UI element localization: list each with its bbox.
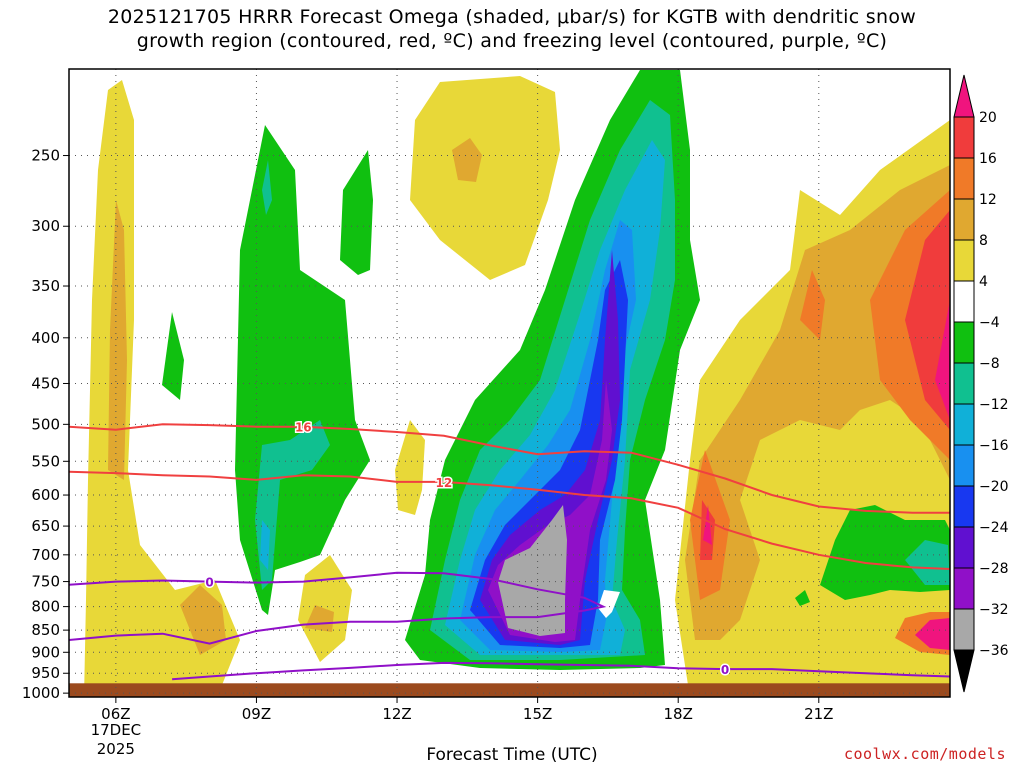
contour--16C — [69, 423, 950, 514]
colorbar-label-0: 20 — [979, 110, 997, 126]
colorbar: 20 16 12 8 4 −4 −8 −12 −16 −20 −24 −28 −32 −36 — [953, 74, 1009, 693]
y-tick-label-700: 700 — [31, 546, 60, 564]
colorbar-label-1: 16 — [979, 151, 997, 167]
omega-band-pos-4-upper — [410, 76, 560, 280]
credit-text: coolwx.com/models — [843, 745, 1006, 763]
x-tick-label-06Z: 06Z — [101, 705, 130, 723]
omega-band-neg-36-core — [498, 505, 567, 636]
colorbar-box-11 — [953, 567, 975, 610]
omega-band-neg-12-center — [255, 160, 330, 590]
chart-title-line2: growth region (contoured, red, ºC) and f… — [136, 30, 888, 52]
colorbar-box-2 — [953, 198, 975, 241]
x-axis: 06Z 09Z 12Z 15Z 18Z 21Z — [101, 697, 833, 723]
y-tick-label-750: 750 — [31, 573, 60, 591]
omega-band-pos-8-lowleft — [180, 585, 226, 655]
colorbar-box-9 — [953, 485, 975, 528]
omega-band-null-pocket — [598, 590, 620, 618]
colorbar-box-12 — [953, 608, 975, 651]
colorbar-label-13: −36 — [979, 643, 1009, 659]
y-tick-label-400: 400 — [31, 329, 60, 347]
contour-label--16C: 16 — [295, 421, 312, 435]
omega-band-neg-8-right — [820, 505, 950, 600]
contour-label--12C: 12 — [436, 476, 453, 490]
omega-band-pos-16-right — [700, 210, 950, 560]
colorbar-label-7: −12 — [979, 397, 1009, 413]
chart-title-line1: 2025121705 HRRR Forecast Omega (shaded, … — [107, 6, 917, 28]
contour-label-0C-a: 0 — [205, 576, 213, 590]
x-tick-label-15Z: 15Z — [523, 705, 552, 723]
omega-band-pos-4-low — [298, 555, 352, 662]
colorbar-label-11: −28 — [979, 561, 1009, 577]
colorbar-box-7 — [953, 403, 975, 446]
colorbar-box-5 — [953, 321, 975, 364]
colorbar-label-2: 12 — [979, 192, 997, 208]
omega-band-pos-8-low — [305, 605, 334, 632]
x-tick-label-18Z: 18Z — [664, 705, 693, 723]
omega-band-pos-20-lowright — [915, 618, 950, 650]
y-tick-label-800: 800 — [31, 598, 60, 616]
colorbar-label-12: −32 — [979, 602, 1009, 618]
y-tick-label-350: 350 — [31, 277, 60, 295]
y-tick-label-850: 850 — [31, 621, 60, 639]
colorbar-label-9: −20 — [979, 479, 1009, 495]
omega-band-pos-12-right — [690, 190, 950, 600]
ground-surface — [69, 683, 950, 697]
omega-band-neg-8-left — [162, 312, 184, 400]
colorbar-label-3: 8 — [979, 233, 988, 249]
y-tick-label-500: 500 — [31, 415, 60, 433]
colorbar-box-1 — [953, 157, 975, 200]
y-tick-label-600: 600 — [31, 486, 60, 504]
y-tick-label-950: 950 — [31, 664, 60, 682]
y-tick-label-450: 450 — [31, 374, 60, 392]
contour-label-0C-b: 0 — [721, 663, 729, 677]
contour-0C-a — [69, 571, 607, 645]
omega-band-pos-8-left — [108, 200, 127, 480]
x-tick-label-21Z: 21Z — [804, 705, 833, 723]
colorbar-label-5: −4 — [979, 315, 1000, 331]
omega-shading — [84, 70, 950, 697]
contour-0C-b — [172, 661, 950, 681]
colorbar-box-8 — [953, 444, 975, 487]
colorbar-box-6 — [953, 362, 975, 405]
x-tick-label-12Z: 12Z — [382, 705, 411, 723]
y-axis: 250 300 350 400 450 500 550 600 650 700 750 800 850 9… — [22, 147, 69, 702]
colorbar-box-10 — [953, 526, 975, 569]
colorbar-label-8: −16 — [979, 438, 1009, 454]
y-tick-label-900: 900 — [31, 643, 60, 661]
y-tick-label-650: 650 — [31, 517, 60, 535]
colorbar-arrow-bottom — [953, 649, 975, 693]
colorbar-box-3 — [953, 239, 975, 282]
contour-lines: 16 12 0 0 — [69, 419, 950, 681]
colorbar-box-0 — [953, 116, 975, 159]
colorbar-label-6: −8 — [979, 356, 1000, 372]
omega-band-neg-8-thin — [340, 150, 373, 275]
colorbar-label-4: 4 — [979, 274, 988, 290]
date-label-year: 2025 — [97, 740, 135, 758]
colorbar-label-10: −24 — [979, 520, 1009, 536]
date-label-day: 17DEC — [91, 721, 142, 739]
y-tick-label-550: 550 — [31, 452, 60, 470]
omega-band-pos-8-upper — [452, 138, 482, 182]
omega-band-neg-8-rightbit — [795, 590, 810, 606]
x-axis-label: Forecast Time (UTC) — [426, 745, 598, 765]
omega-band-neg-16-center — [260, 520, 270, 570]
y-tick-label-250: 250 — [31, 147, 60, 165]
y-tick-label-1000: 1000 — [22, 684, 60, 702]
omega-band-pos-4-midleft — [395, 420, 425, 515]
contour--12C — [69, 470, 950, 570]
colorbar-arrow-top — [953, 74, 975, 118]
x-tick-label-09Z: 09Z — [242, 705, 271, 723]
y-tick-label-300: 300 — [31, 217, 60, 235]
omega-band-neg-12-right — [905, 540, 950, 585]
colorbar-box-4 — [953, 280, 975, 323]
